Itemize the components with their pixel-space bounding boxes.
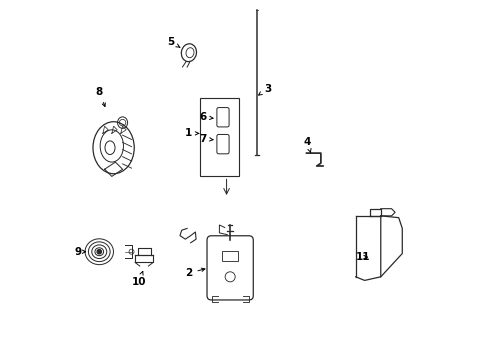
Text: 8: 8 — [96, 87, 105, 107]
Text: 4: 4 — [303, 138, 310, 153]
Text: 6: 6 — [199, 112, 213, 122]
Text: 10: 10 — [131, 271, 145, 287]
Circle shape — [97, 249, 101, 254]
Bar — [199, 98, 239, 176]
Text: 11: 11 — [356, 252, 370, 262]
Text: 9: 9 — [74, 247, 85, 257]
Text: 3: 3 — [258, 84, 271, 95]
Text: 2: 2 — [185, 268, 204, 278]
Text: 5: 5 — [167, 37, 180, 47]
Text: 7: 7 — [199, 134, 213, 144]
Bar — [222, 251, 238, 261]
Text: 1: 1 — [185, 129, 198, 138]
